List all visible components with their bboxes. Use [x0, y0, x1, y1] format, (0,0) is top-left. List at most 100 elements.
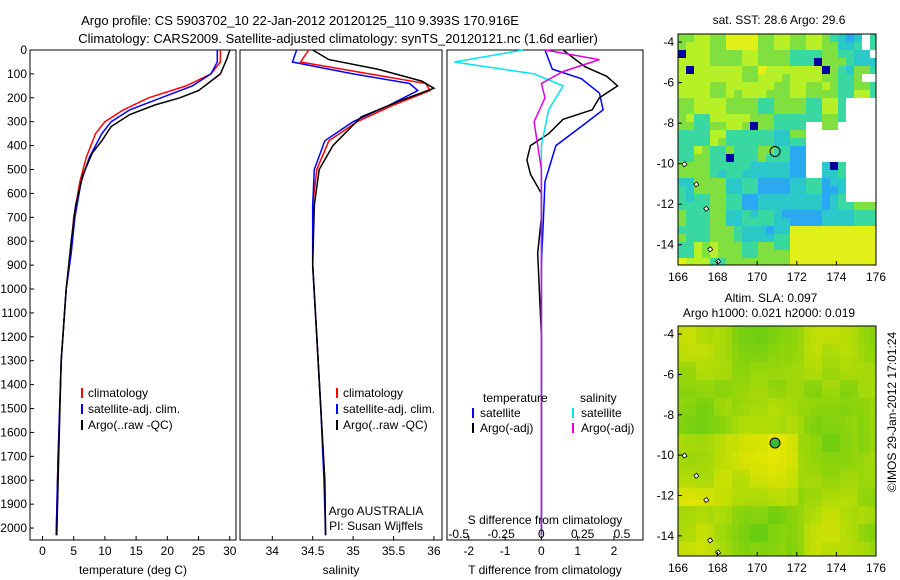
map-cell	[744, 332, 751, 339]
map-cell	[846, 218, 855, 227]
map-cell	[790, 130, 799, 139]
map-cell	[830, 218, 839, 227]
map-cell	[854, 202, 863, 211]
map-cell	[870, 58, 877, 67]
map-cell	[852, 368, 859, 375]
map-cell	[756, 494, 763, 501]
map-cell	[822, 356, 829, 363]
legend-title-salinity: salinity	[580, 391, 617, 405]
map-cell	[804, 350, 811, 357]
map-cell	[786, 398, 793, 405]
map-cell	[774, 356, 781, 363]
x-tick-label: 170	[747, 270, 767, 284]
map-cell	[718, 50, 727, 59]
map-cell	[838, 50, 847, 59]
map-cell	[840, 494, 847, 501]
map-cell	[846, 410, 853, 417]
map-cell	[798, 258, 807, 266]
map-cell	[684, 416, 691, 423]
map-cell	[702, 482, 709, 489]
map-cell	[854, 226, 863, 235]
x-tick-label: 174	[826, 561, 846, 575]
map-cell	[762, 440, 769, 447]
map-cell	[846, 524, 853, 531]
map-cell	[758, 202, 767, 211]
map-cell	[846, 66, 855, 75]
y-tick-label: 2000	[0, 521, 27, 535]
map-cell	[768, 476, 775, 483]
map-cell	[750, 476, 757, 483]
map-cell	[798, 146, 807, 155]
map-cell	[840, 398, 847, 405]
map-cell	[726, 350, 733, 357]
map-cell	[702, 98, 711, 107]
map-cell	[758, 34, 767, 43]
map-cell	[790, 90, 799, 99]
map-cell	[864, 458, 871, 465]
map-cell	[702, 234, 711, 243]
map-cell	[734, 74, 743, 83]
map-cell	[834, 380, 841, 387]
map-cell	[744, 380, 751, 387]
map-cell	[756, 464, 763, 471]
map-cell	[718, 258, 727, 266]
map-cell	[766, 42, 775, 51]
map-cell	[798, 356, 805, 363]
map-cell	[756, 422, 763, 429]
map-frame	[677, 33, 877, 266]
map-cell	[678, 512, 685, 519]
map-cell	[718, 154, 727, 163]
map-cell	[830, 194, 839, 203]
map-cell	[870, 464, 877, 471]
imos-credit: ©IMOS 29-Jan-2012 17:01:24	[885, 332, 899, 493]
map-cell	[782, 162, 791, 171]
map-cell	[762, 350, 769, 357]
map-cell	[792, 536, 799, 543]
map-cell	[738, 326, 745, 333]
map-cell	[840, 428, 847, 435]
map-cell	[690, 434, 697, 441]
map-cell	[720, 500, 727, 507]
map-cell	[870, 398, 877, 405]
map-cell	[798, 374, 805, 381]
map-cell	[762, 530, 769, 537]
map-cell	[858, 476, 865, 483]
map-cell	[732, 458, 739, 465]
map-cell	[854, 170, 863, 179]
map-cell	[846, 154, 855, 163]
map-cell	[792, 512, 799, 519]
map-cell	[870, 392, 877, 399]
map-cell	[814, 194, 823, 203]
map-cell	[782, 34, 791, 43]
map-cell	[846, 548, 853, 555]
map-cell	[854, 42, 863, 51]
x-tick-label: 34.5	[301, 544, 325, 558]
map-cell	[864, 392, 871, 399]
map-cell	[714, 422, 721, 429]
map-cell	[798, 482, 805, 489]
map-cell	[852, 440, 859, 447]
map-cell	[726, 162, 735, 171]
map-cell	[678, 440, 685, 447]
map-cell	[720, 434, 727, 441]
map-cell	[870, 458, 877, 465]
map-cell	[816, 512, 823, 519]
map-cell	[696, 416, 703, 423]
map-cell	[870, 226, 877, 235]
map-cell	[828, 344, 835, 351]
map-cell	[708, 452, 715, 459]
map-cell	[758, 90, 767, 99]
title-line-2: Climatology: CARS2009. Satellite-adjuste…	[78, 31, 598, 46]
map-cell	[756, 332, 763, 339]
map-cell	[858, 356, 865, 363]
map-cell	[806, 210, 815, 219]
map-cell	[762, 446, 769, 453]
map-cell	[854, 250, 863, 259]
map-cell	[852, 458, 859, 465]
map-cell	[846, 106, 855, 115]
map-cell	[762, 362, 769, 369]
map-cell	[798, 404, 805, 411]
map-cell	[846, 464, 853, 471]
map-cell	[792, 446, 799, 453]
map-cell	[870, 500, 877, 507]
